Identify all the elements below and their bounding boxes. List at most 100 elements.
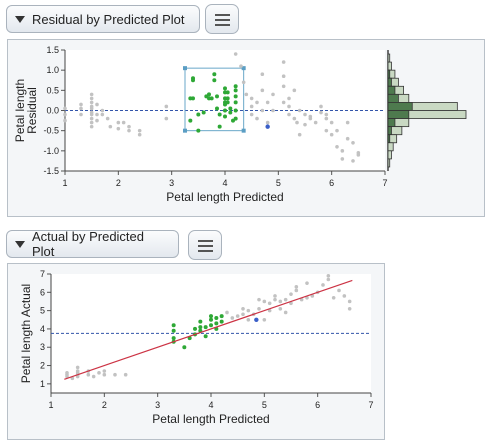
selection-handle [183, 128, 187, 133]
y-axis-label: Residual [25, 87, 39, 134]
data-point [246, 317, 251, 322]
x-tick-label: 3 [169, 178, 174, 188]
data-point [89, 112, 94, 117]
data-point [100, 108, 105, 113]
data-point [105, 116, 110, 121]
residual-plot-panel: 1 2 3 4 5 6 7 1.5 1.0 0.5 0.0 -0.5 -1.0 -1.5 Petal len… [7, 39, 485, 217]
selected-data-point [209, 96, 214, 101]
data-point [108, 124, 113, 129]
selected-data-point [215, 94, 219, 99]
data-point [297, 132, 302, 137]
data-point [329, 120, 334, 125]
y-tick-label: 0.0 [46, 106, 59, 116]
data-point [137, 128, 142, 133]
data-point [331, 296, 336, 300]
data-point [127, 128, 131, 133]
x-tick-label: 4 [208, 400, 213, 410]
selection-rectangle [184, 67, 245, 132]
actual-plot-outline-toggle[interactable]: Actual by Predicted Plot [6, 229, 179, 259]
data-point [287, 96, 291, 101]
data-point [326, 277, 331, 282]
data-point [225, 310, 229, 315]
selected-data-point [212, 78, 217, 83]
y-tick-label: 2 [40, 361, 45, 371]
data-point [255, 100, 259, 105]
selected-data-point [233, 84, 238, 89]
disclosure-triangle-icon [15, 240, 25, 248]
residual-plot-menu-button[interactable] [205, 4, 239, 34]
data-point [89, 120, 94, 125]
x-tick-label: 2 [116, 178, 121, 188]
data-point [281, 60, 286, 64]
selected-data-point [191, 78, 195, 83]
data-point [79, 112, 83, 117]
selected-data-point [217, 124, 222, 129]
data-point [241, 312, 245, 317]
x-tick-label: 3 [155, 400, 160, 410]
data-point [260, 72, 265, 76]
data-point [97, 371, 101, 375]
selected-data-point [219, 314, 224, 319]
data-point [249, 96, 254, 101]
data-point [319, 104, 323, 109]
selected-data-point [193, 326, 197, 331]
residual-plot-svg[interactable]: 1 2 3 4 5 6 7 1.5 1.0 0.5 0.0 -0.5 -1.0 -1.5 Petal len… [8, 40, 484, 216]
data-point [265, 120, 270, 125]
data-point [164, 116, 169, 121]
selected-data-point [219, 319, 224, 324]
selected-data-point [233, 108, 238, 113]
selected-data-point [203, 334, 208, 339]
data-point [292, 116, 297, 121]
selected-data-point [171, 336, 176, 341]
data-point [337, 288, 341, 293]
y-axis-label: Petal length Actual [19, 284, 33, 383]
data-point [63, 112, 67, 117]
data-point [303, 112, 307, 117]
data-point [319, 110, 323, 115]
data-point [89, 92, 94, 97]
selected-data-point [182, 345, 187, 350]
histogram-bar [387, 158, 391, 168]
data-point [273, 294, 277, 298]
data-point [273, 297, 277, 302]
selected-data-point [215, 106, 219, 111]
selected-data-point [228, 106, 233, 111]
selected-data-point [188, 118, 193, 123]
data-point [75, 365, 80, 370]
histogram-selected-bar [387, 85, 396, 95]
selected-data-point [225, 90, 230, 95]
data-point [102, 369, 107, 373]
y-axis-label: Petal length [13, 79, 27, 142]
selected-data-point [228, 110, 233, 115]
selected-data-point [214, 315, 219, 320]
x-axis-label: Petal length Predicted [152, 412, 269, 426]
data-point [308, 116, 313, 121]
y-tick-label: 6 [40, 287, 45, 297]
actual-plot-svg[interactable]: 1 2 3 4 5 6 7 7 6 5 4 3 2 1 Petal length Predicted Peta… [8, 264, 384, 439]
data-point [127, 124, 131, 129]
data-point [303, 122, 307, 127]
highlighted-data-point [265, 124, 270, 129]
selected-data-point [171, 323, 176, 328]
data-point [86, 372, 91, 377]
residual-plot-outline-toggle[interactable]: Residual by Predicted Plot [6, 5, 200, 33]
data-point [230, 316, 235, 320]
data-point [321, 283, 325, 287]
selected-data-point [207, 92, 211, 97]
x-tick-label: 2 [102, 400, 107, 410]
actual-plot-title: Actual by Predicted Plot [32, 229, 145, 259]
data-point [235, 314, 240, 318]
selected-data-point [225, 96, 230, 101]
data-point [345, 136, 350, 141]
histogram-selected-bar [387, 69, 391, 79]
y-tick-label: -0.5 [43, 126, 59, 136]
data-point [95, 112, 99, 117]
data-point [289, 292, 293, 296]
actual-plot-menu-button[interactable] [188, 230, 222, 260]
data-point [116, 126, 121, 131]
selection-handle [241, 66, 246, 71]
selected-data-point [212, 72, 217, 77]
data-point [292, 88, 297, 93]
selected-data-point [209, 317, 213, 322]
histogram-selected-bar [387, 134, 391, 144]
